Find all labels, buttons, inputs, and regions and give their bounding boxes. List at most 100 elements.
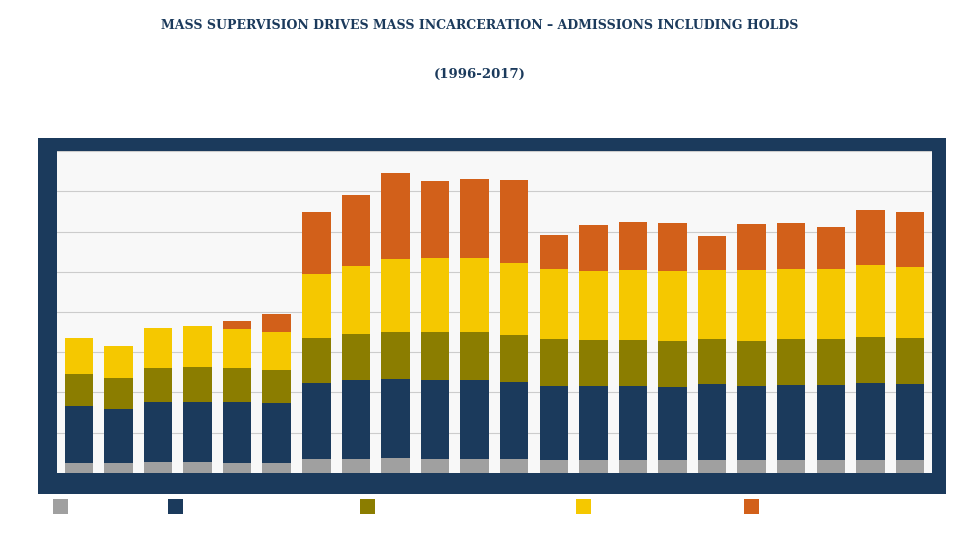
Bar	[579, 271, 608, 341]
Bar	[896, 384, 924, 460]
Bar	[777, 460, 805, 472]
Bar	[183, 462, 212, 472]
Bar	[461, 179, 489, 258]
Bar	[579, 341, 608, 386]
Bar	[896, 212, 924, 267]
Bar	[381, 379, 410, 458]
Bar	[223, 462, 252, 472]
Bar	[737, 224, 766, 270]
Bar	[659, 341, 686, 387]
Bar	[817, 384, 845, 460]
Bar	[381, 260, 410, 332]
Bar	[420, 381, 449, 459]
Bar	[579, 386, 608, 460]
Bar	[64, 374, 93, 407]
Bar	[302, 459, 330, 472]
Bar	[817, 339, 845, 384]
Bar	[856, 383, 884, 460]
Bar	[262, 462, 291, 472]
Text: MASS SUPERVISION DRIVES MASS INCARCERATION – ADMISSIONS INCLUDING HOLDS: MASS SUPERVISION DRIVES MASS INCARCERATI…	[161, 19, 799, 32]
Bar	[461, 258, 489, 332]
Bar	[737, 270, 766, 341]
Bar	[461, 459, 489, 472]
Bar	[698, 339, 727, 384]
Bar	[777, 339, 805, 384]
Bar	[342, 334, 371, 380]
Bar	[618, 270, 647, 340]
Bar	[183, 402, 212, 462]
Bar	[540, 339, 568, 386]
Bar	[500, 262, 528, 335]
Bar	[540, 235, 568, 269]
Bar	[381, 332, 410, 379]
Bar	[618, 222, 647, 270]
Bar	[500, 458, 528, 472]
Bar	[817, 460, 845, 472]
Bar	[500, 382, 528, 458]
Bar	[183, 326, 212, 367]
Bar	[302, 339, 330, 383]
Bar	[105, 377, 132, 409]
Bar	[381, 458, 410, 472]
Bar	[420, 258, 449, 332]
Bar	[500, 180, 528, 262]
Bar	[302, 383, 330, 459]
Bar	[896, 267, 924, 338]
Bar	[381, 173, 410, 260]
Bar	[223, 368, 252, 402]
Bar	[420, 459, 449, 472]
Bar	[817, 227, 845, 269]
Bar	[659, 387, 686, 460]
Bar	[302, 212, 330, 274]
Bar	[618, 460, 647, 472]
Bar	[420, 332, 449, 381]
Bar	[737, 386, 766, 460]
Bar	[856, 460, 884, 472]
Bar	[659, 271, 686, 341]
Bar	[223, 402, 252, 462]
Bar	[105, 346, 132, 377]
Bar	[579, 460, 608, 472]
Bar	[144, 368, 172, 402]
Bar	[659, 460, 686, 472]
Bar	[540, 386, 568, 460]
Bar	[105, 463, 132, 472]
Bar	[540, 269, 568, 339]
Bar	[64, 338, 93, 374]
Bar	[342, 195, 371, 266]
Bar	[540, 460, 568, 472]
Text: 8: 8	[929, 522, 936, 532]
Bar	[262, 403, 291, 462]
Bar	[64, 463, 93, 472]
Bar	[579, 225, 608, 271]
Bar	[262, 370, 291, 403]
Bar	[737, 460, 766, 472]
Bar	[262, 314, 291, 332]
Bar	[223, 329, 252, 368]
Bar	[342, 380, 371, 458]
Bar	[144, 462, 172, 472]
Bar	[223, 321, 252, 329]
Bar	[737, 341, 766, 386]
Bar	[302, 274, 330, 339]
Bar	[618, 386, 647, 460]
Bar	[144, 402, 172, 462]
Bar	[105, 409, 132, 463]
Bar	[777, 384, 805, 460]
Bar	[420, 181, 449, 258]
Bar	[698, 270, 727, 339]
Bar	[183, 367, 212, 402]
Bar	[698, 460, 727, 472]
Bar	[777, 269, 805, 339]
Bar	[896, 338, 924, 384]
Bar	[342, 458, 371, 472]
Bar	[896, 460, 924, 472]
Bar	[698, 235, 727, 270]
Bar	[777, 222, 805, 269]
Bar	[64, 407, 93, 463]
Bar	[698, 384, 727, 460]
Bar	[659, 222, 686, 271]
Bar	[461, 381, 489, 459]
Bar	[262, 332, 291, 370]
Bar	[856, 211, 884, 265]
